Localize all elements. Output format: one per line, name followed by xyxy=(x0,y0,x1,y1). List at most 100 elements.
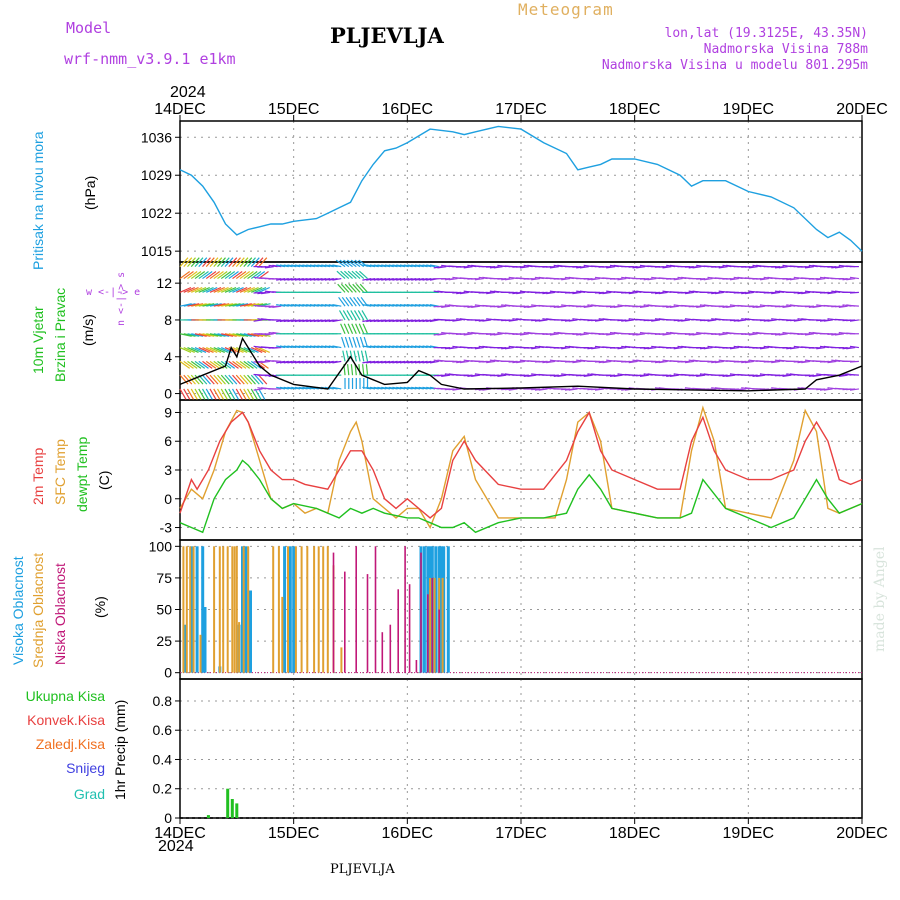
wind-arrow xyxy=(302,360,312,364)
wind-arrow xyxy=(236,303,249,307)
wind-arrow xyxy=(232,303,245,307)
wind-arrow xyxy=(306,345,316,349)
wind-arrow xyxy=(823,388,833,391)
legend-snow: Snijeg xyxy=(66,760,105,776)
wind-arrow xyxy=(373,319,383,323)
wind-arrow xyxy=(179,374,189,385)
wind-arrow xyxy=(624,319,634,322)
wind-arrow xyxy=(366,360,376,364)
wind-arrow xyxy=(703,346,713,350)
x-tick-label-top: 14DEC xyxy=(154,101,206,118)
wind-arrow xyxy=(324,360,334,364)
wind-arrow xyxy=(669,277,679,280)
wind-arrow xyxy=(302,319,312,323)
wind-arrow xyxy=(254,257,264,268)
wind-arrow xyxy=(426,277,436,281)
wind-arrow xyxy=(228,388,236,400)
wind-arrow xyxy=(459,266,469,268)
wind-arrow xyxy=(519,305,529,308)
wind-arrow xyxy=(317,264,327,268)
y-tick-label: 4 xyxy=(164,349,172,365)
wind-arrow xyxy=(647,319,657,322)
wind-arrow xyxy=(313,319,323,323)
y-tick-label: 100 xyxy=(149,538,173,554)
wind-arrow xyxy=(381,386,391,390)
wind-arrow xyxy=(639,346,649,349)
high-cloud-bar xyxy=(241,546,244,673)
wind-arrow xyxy=(426,345,436,349)
wind-arrow xyxy=(224,388,232,400)
wind-arrow xyxy=(243,360,254,369)
wind-arrow xyxy=(583,374,593,377)
wind-arrow xyxy=(213,388,221,400)
wind-arrow xyxy=(658,291,668,295)
total-precip-bar xyxy=(226,788,230,818)
wind-arrow xyxy=(332,360,342,364)
wind-arrow xyxy=(381,304,391,307)
wind-arrow xyxy=(291,264,301,268)
wind-arrow xyxy=(205,257,215,268)
wind-arrow xyxy=(531,319,541,322)
high-cloud-bar xyxy=(184,624,188,673)
wind-arrow xyxy=(782,374,792,377)
wind-arrow xyxy=(508,360,518,363)
x-tick-label-bottom: 14DEC xyxy=(154,825,206,842)
wind-arrow xyxy=(602,360,612,364)
high-cloud-bar xyxy=(292,546,296,673)
wind-arrow xyxy=(306,277,316,281)
wind-arrow xyxy=(669,374,679,377)
wind-arrow xyxy=(283,277,293,281)
wind-arrow xyxy=(291,360,301,364)
wind-arrow xyxy=(251,347,263,353)
wind-arrow xyxy=(243,257,253,268)
wind-arrow xyxy=(789,319,799,322)
wind-arrow xyxy=(519,266,529,269)
total-precip-bar xyxy=(235,803,239,818)
x-tick-label-top: 19DEC xyxy=(723,101,775,118)
mid-cloud-bar xyxy=(441,577,444,673)
x-tick-label-bottom: 18DEC xyxy=(609,825,661,842)
wind-arrow xyxy=(355,283,365,293)
panel-frame xyxy=(179,678,863,819)
wind-arrow xyxy=(258,388,266,400)
wind-arrow xyxy=(216,388,225,400)
wind-arrow xyxy=(336,270,346,280)
wind-arrow xyxy=(209,360,221,369)
wind-arrow xyxy=(276,304,286,307)
wind-arrow xyxy=(366,264,376,268)
wind-arrow xyxy=(324,277,334,281)
wind-arrow xyxy=(183,333,196,337)
low-cloud-bar xyxy=(397,589,399,673)
wind-arrow xyxy=(217,271,228,280)
wind-arrow xyxy=(591,346,601,350)
wind-arrow xyxy=(239,374,249,385)
wind-arrow xyxy=(247,271,258,280)
wind-arrow xyxy=(801,266,811,268)
wind-arrow xyxy=(838,374,848,377)
wind-arrow xyxy=(546,333,556,335)
wind-arrow xyxy=(726,277,736,280)
wind-arrow xyxy=(183,360,194,369)
wind-arrow xyxy=(628,291,638,295)
wind-arrow xyxy=(411,345,421,349)
wind-arrow xyxy=(403,304,413,307)
mid-cloud-bar xyxy=(182,546,185,673)
wind-arrow xyxy=(254,374,264,385)
wind-arrow xyxy=(202,360,213,369)
wind-arrow xyxy=(362,345,372,349)
mid-cloud-bar xyxy=(242,546,245,673)
wind-arrow xyxy=(471,277,481,280)
wind-arrow xyxy=(369,319,379,323)
wind-arrow xyxy=(617,277,627,281)
wind-arrow xyxy=(347,259,357,268)
wind-arrow xyxy=(816,277,826,281)
wind-arrow xyxy=(349,296,357,307)
wind-arrow xyxy=(673,319,683,322)
y-tick-label: 0.8 xyxy=(153,693,173,709)
wind-arrow xyxy=(437,374,447,377)
wind-arrow xyxy=(183,271,194,280)
wind-arrow xyxy=(377,277,387,281)
wind-arrow xyxy=(294,264,304,268)
wind-arrow xyxy=(261,360,271,364)
wind-arrow xyxy=(388,360,398,364)
